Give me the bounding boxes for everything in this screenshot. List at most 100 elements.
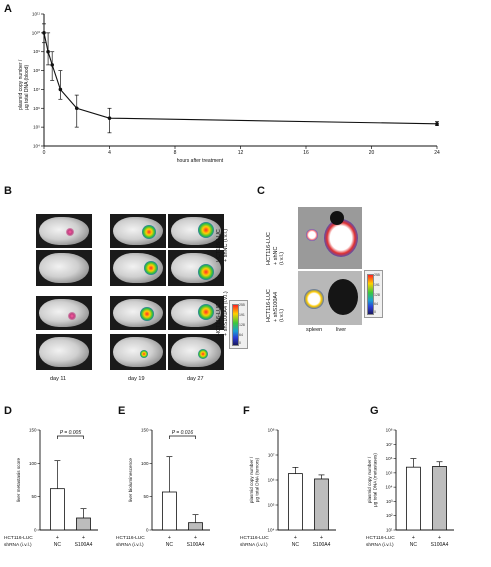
bioluminescence-signal (142, 225, 156, 239)
category-label: S100A4 (187, 542, 205, 548)
y-tick-label: 10⁸ (268, 428, 275, 433)
y-axis-label: µg total DNA (metastases) (373, 453, 378, 507)
y-tick-label: 10² (386, 513, 393, 518)
significance-bracket (57, 435, 84, 439)
cb-tick: 255 (239, 303, 245, 307)
spleen-signal (306, 229, 318, 241)
organ-image-shs100a4 (298, 271, 362, 325)
mouse-body (113, 299, 163, 327)
y-tick-label: 10⁷ (33, 87, 40, 92)
panel-label-b: B (4, 185, 12, 197)
y-tick-label: 10³ (386, 499, 393, 504)
liver-signal (328, 279, 358, 315)
y-tick-label: 50 (31, 494, 37, 499)
y-tick-label: 150 (29, 428, 37, 433)
y-tick-label: 10¹ (386, 528, 393, 533)
data-point (42, 31, 46, 35)
cell-plus-label: + (320, 535, 323, 541)
mouse-image (36, 334, 92, 370)
y-tick-label: 0 (146, 528, 149, 533)
panel-c-colorbar-box: 255 191 128 64 0 (364, 270, 383, 318)
data-point (58, 87, 63, 92)
category-label: S100A4 (313, 542, 331, 548)
y-tick-label: 10¹⁰ (32, 30, 41, 35)
organ-image-shnc (298, 207, 362, 269)
bar (432, 466, 447, 531)
row-label-shrna: shRNA (i.v.l.) (4, 542, 32, 548)
x-tick-label: 20 (369, 150, 375, 156)
panel-label-d: D (4, 405, 12, 417)
x-tick-label: 12 (238, 150, 244, 156)
mouse-image (110, 214, 166, 248)
y-axis-label: liver metastasis score (16, 457, 21, 502)
cb-tick: 128 (374, 293, 380, 297)
p-value-label: P = 0.016 (172, 430, 194, 436)
data-point (74, 106, 79, 111)
panel-label-f: F (243, 405, 250, 417)
cell-plus-label: + (438, 535, 441, 541)
y-tick-label: 10⁶ (268, 478, 275, 483)
bar (314, 478, 329, 531)
mouse-image (36, 296, 92, 330)
cell-plus-label: + (56, 535, 59, 541)
mouse-body (113, 337, 163, 367)
x-tick-label: 4 (108, 150, 111, 156)
mouse-image (110, 334, 166, 370)
panel-c-group1-label: HCT116-LUC + shNC (i.v.l.) (266, 232, 286, 265)
panel-a-xlabel: hours after treatment (176, 158, 224, 164)
mouse-body (39, 253, 89, 283)
mouse-image (168, 250, 224, 286)
row-label-shrna: shRNA (i.v.l.) (240, 542, 268, 548)
mouse-image (110, 296, 166, 330)
cb-tick: 191 (374, 283, 380, 287)
y-tick-label: 0 (34, 528, 37, 533)
x-tick-label: 0 (43, 150, 46, 156)
cb-tick: 0 (239, 341, 241, 345)
mouse-image (36, 250, 92, 286)
y-tick-label: 10⁴ (33, 144, 40, 149)
y-tick-label: 10⁴ (268, 528, 275, 533)
panel-b-group2-label: HCT116-LUC + shS100A4 (i.v.l.) (216, 291, 229, 336)
bioluminescence-signal (198, 264, 214, 280)
row-label-shrna: shRNA (i.v.l.) (366, 542, 394, 548)
mouse-image (168, 296, 224, 330)
panel-b-day-19: day 19 (128, 376, 145, 382)
mouse-image (168, 334, 224, 370)
cb-tick: 255 (374, 273, 380, 277)
row-label-shrna: shRNA (i.v.l.) (116, 542, 144, 548)
panel-c-group2-label: HCT116-LUC + shS100A4 (i.v.l.) (266, 289, 286, 322)
significance-bracket (169, 435, 196, 439)
data-point (50, 63, 54, 67)
panel-c-colorbar (367, 274, 374, 315)
liver-dark-region (330, 211, 344, 225)
x-tick-label: 24 (434, 150, 440, 156)
y-tick-label: 10⁶ (386, 456, 393, 461)
mouse-image (110, 250, 166, 286)
x-tick-label: 16 (303, 150, 309, 156)
data-point (435, 122, 439, 126)
bioluminescence-signal (140, 350, 148, 358)
panel-b-day-27: day 27 (187, 376, 204, 382)
category-label: NC (410, 542, 418, 548)
bar (50, 488, 65, 531)
bioluminescence-signal (198, 304, 214, 320)
series-line (43, 32, 438, 125)
y-axis-label: µg total DNA (tumors) (255, 457, 260, 502)
cb-tick: 128 (239, 323, 245, 327)
cb-tick: 191 (239, 313, 245, 317)
bar (287, 473, 303, 531)
p-value-label: P = 0.005 (60, 430, 82, 436)
category-label: S100A4 (431, 542, 449, 548)
cell-plus-label: + (294, 535, 297, 541)
mouse-image (36, 214, 92, 248)
data-point (46, 49, 50, 54)
row-label-cells: HCT116-LUC (116, 535, 145, 541)
cb-tick: 64 (374, 302, 378, 306)
bar (161, 491, 177, 531)
y-tick-label: 10⁵ (33, 125, 40, 130)
row-label-cells: HCT116-LUC (4, 535, 33, 541)
y-tick-label: 10⁹ (33, 49, 40, 54)
mouse-image (168, 214, 224, 248)
category-label: NC (166, 542, 174, 548)
